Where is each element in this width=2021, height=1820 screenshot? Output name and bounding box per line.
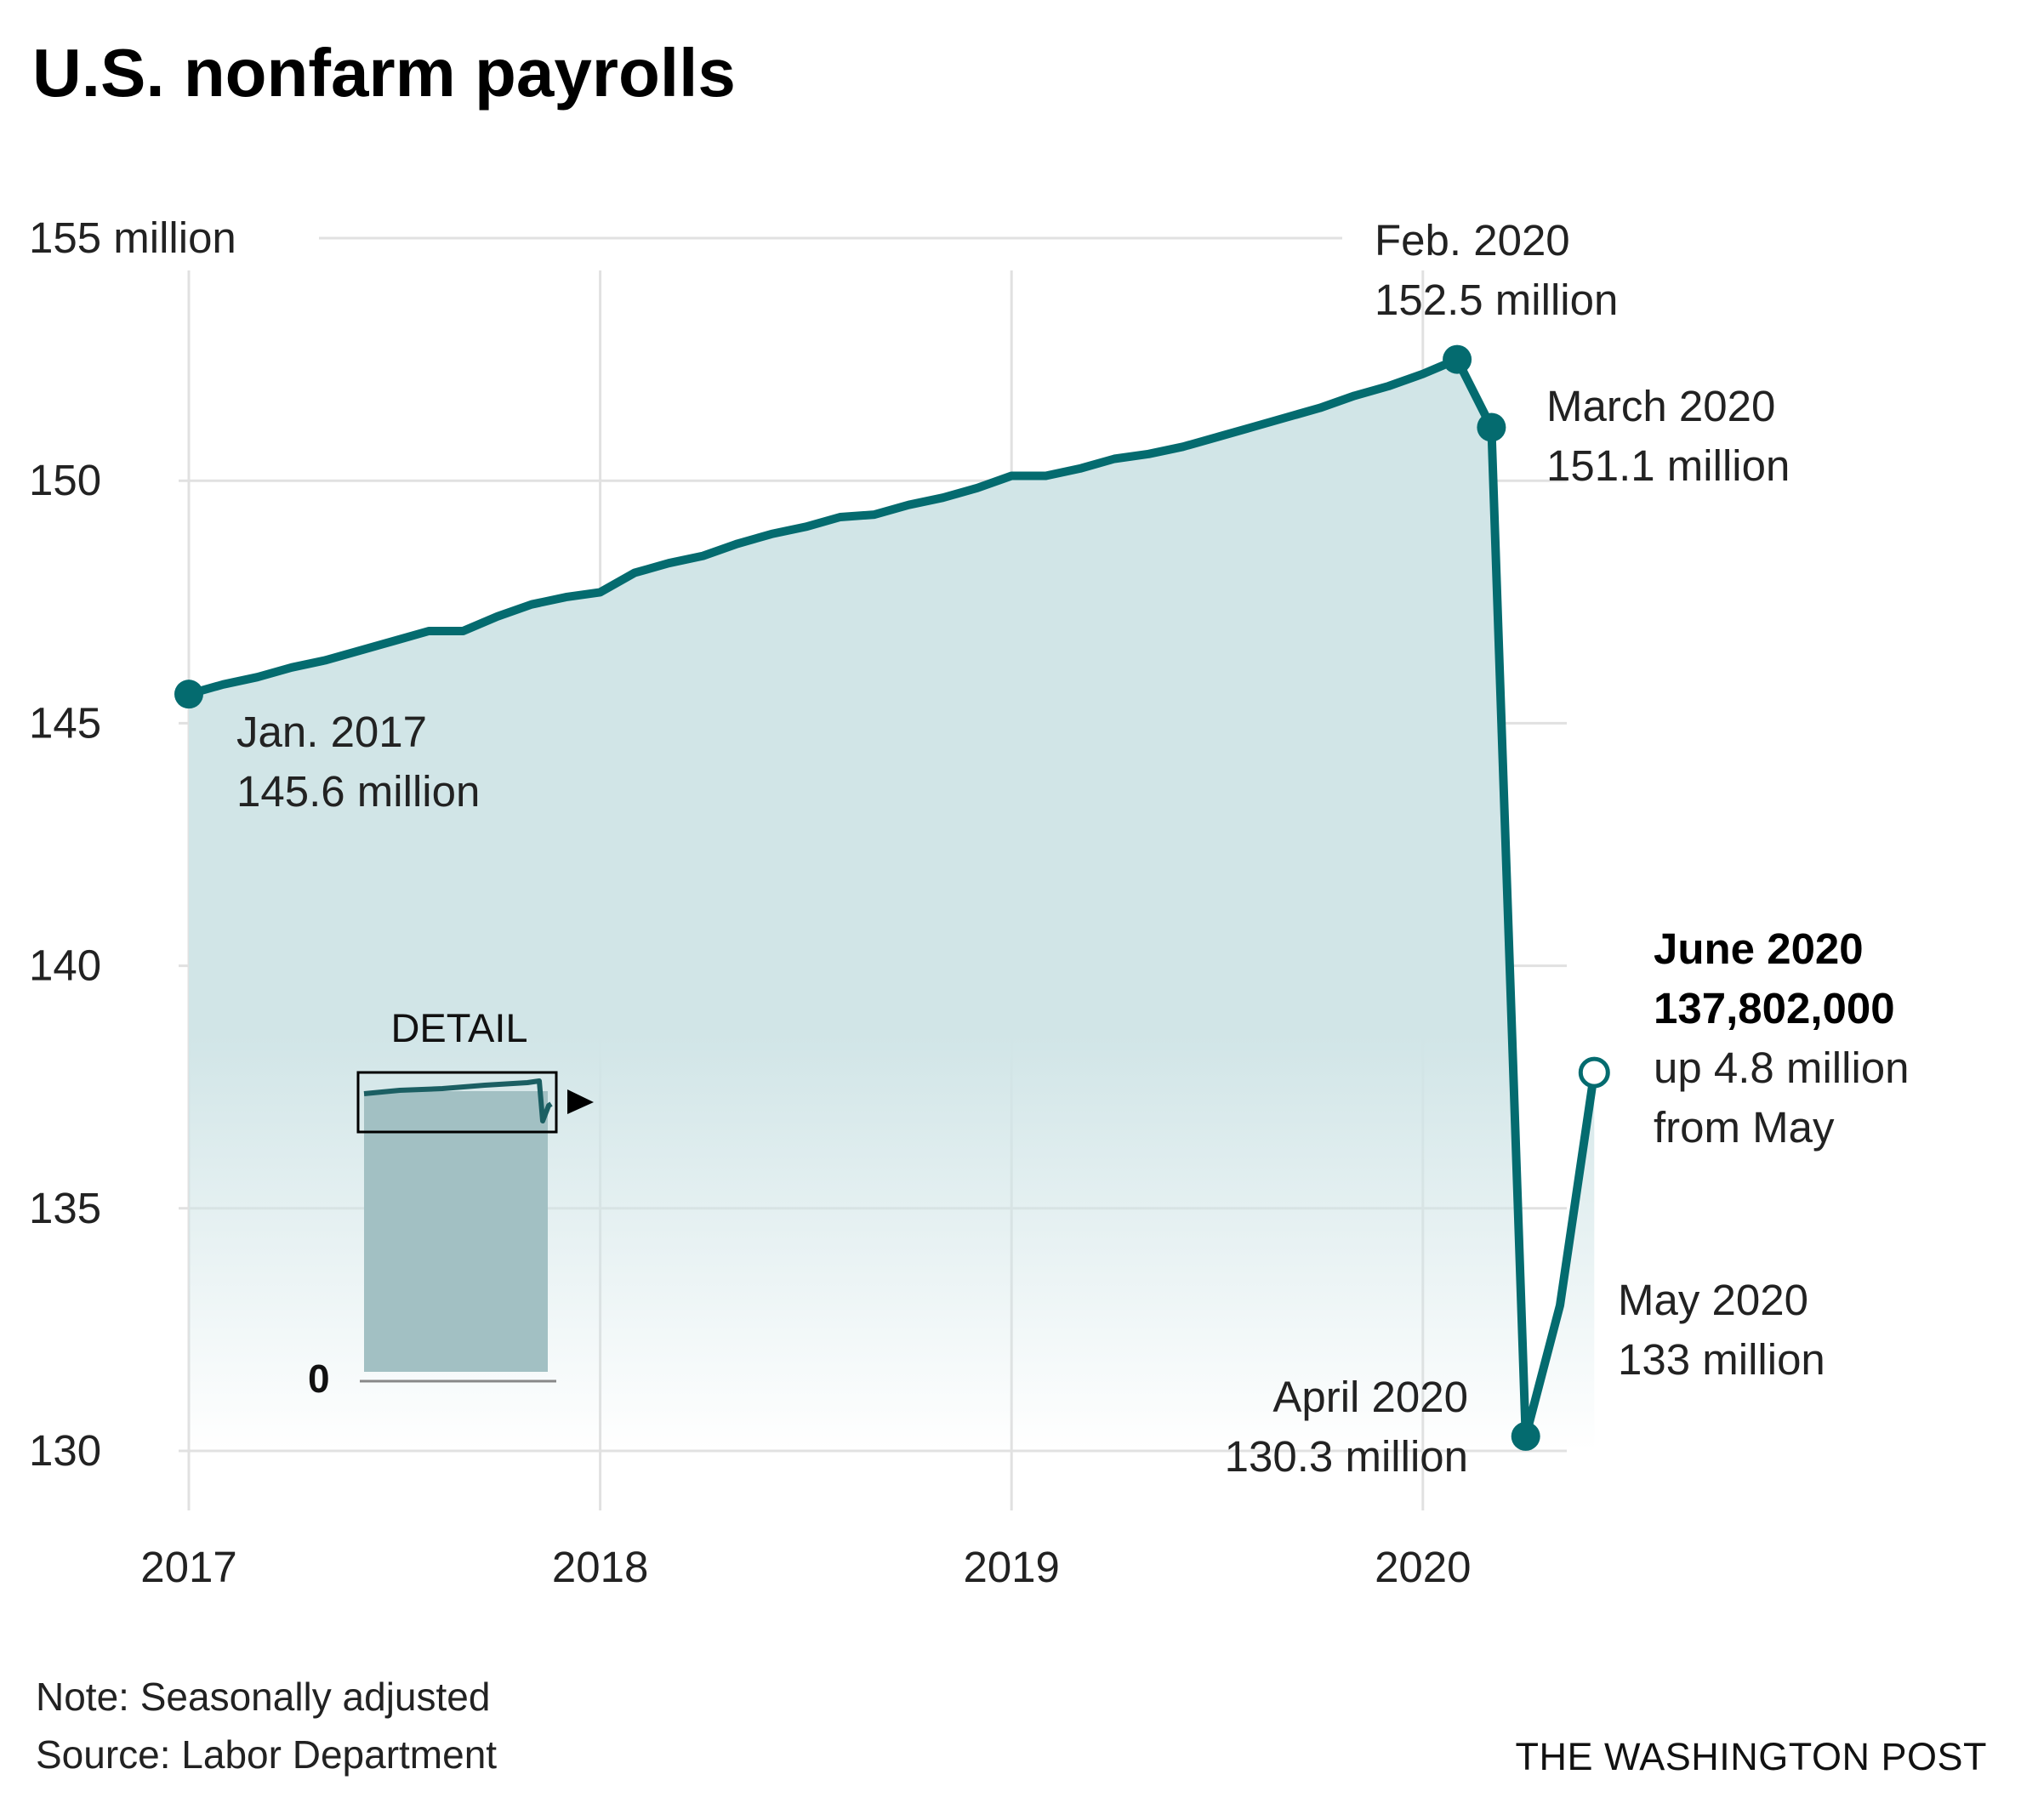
data-point-marker-open xyxy=(1578,1056,1610,1089)
annotation-label: May 2020 xyxy=(1618,1276,1808,1324)
x-tick-label: 2019 xyxy=(963,1543,1059,1591)
marker-layer xyxy=(174,344,1610,1451)
inset-zoom-box xyxy=(356,1071,558,1134)
x-tick-labels: 2017 2018 2019 2020 xyxy=(140,1543,1471,1591)
annotation-label: June 2020 xyxy=(1654,924,1864,973)
data-point-marker xyxy=(174,680,203,709)
annotation-label: 137,802,000 xyxy=(1654,984,1895,1032)
y-tick-label: 135 xyxy=(29,1184,101,1232)
inset-line xyxy=(363,1078,553,1123)
y-tick-label: 130 xyxy=(29,1426,101,1475)
x-tick-label: 2020 xyxy=(1375,1543,1471,1591)
series-line xyxy=(185,355,1599,1441)
inset-zero-label: 0 xyxy=(308,1356,330,1401)
annotation-label: 151.1 million xyxy=(1546,441,1790,490)
inset-area xyxy=(364,1091,548,1372)
x-tick-label: 2017 xyxy=(140,1543,236,1591)
y-tick-label: 150 xyxy=(29,456,101,504)
annotations: Jan. 2017 145.6 million Feb. 2020 152.5 mil… xyxy=(236,216,1910,1481)
y-tick-label: 155 million xyxy=(29,213,236,262)
detail-inset: DETAIL 0 xyxy=(308,1005,594,1401)
inset-pointer-arrow xyxy=(567,1089,594,1114)
line-layer xyxy=(185,355,1599,1441)
annotation-label: April 2020 xyxy=(1272,1373,1468,1421)
inset-detail-label: DETAIL xyxy=(390,1005,527,1050)
data-point-marker xyxy=(1511,1421,1540,1451)
annotation-label: up 4.8 million xyxy=(1654,1044,1910,1092)
annotation-label: 133 million xyxy=(1618,1335,1825,1384)
chart-title: U.S. nonfarm payrolls xyxy=(32,35,736,111)
data-point-marker xyxy=(1477,412,1506,442)
y-tick-label: 145 xyxy=(29,698,101,747)
footer-note: Note: Seasonally adjusted xyxy=(36,1675,490,1719)
data-point-marker xyxy=(1443,344,1472,374)
footer-credit: THE WASHINGTON POST xyxy=(1515,1735,1987,1778)
y-tick-label: 140 xyxy=(29,941,101,990)
footer-source: Source: Labor Department xyxy=(36,1732,497,1777)
y-tick-labels: 155 million 150 145 140 135 130 xyxy=(29,213,236,1475)
annotation-label: 145.6 million xyxy=(236,767,480,816)
annotation-label: from May xyxy=(1654,1103,1835,1152)
x-tick-label: 2018 xyxy=(552,1543,648,1591)
annotation-label: 130.3 million xyxy=(1225,1432,1468,1481)
annotation-label: Jan. 2017 xyxy=(236,708,427,756)
annotation-label: 152.5 million xyxy=(1375,276,1618,324)
annotation-label: March 2020 xyxy=(1546,382,1775,430)
annotation-label: Feb. 2020 xyxy=(1375,216,1570,264)
